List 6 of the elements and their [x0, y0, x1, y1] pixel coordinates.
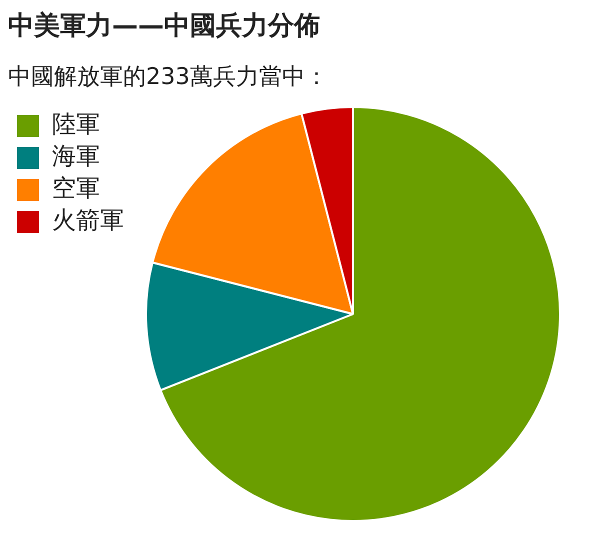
- legend-label: 陸軍: [52, 110, 100, 138]
- legend-label: 火箭軍: [52, 206, 124, 234]
- legend-label: 空軍: [52, 174, 100, 202]
- legend-label: 海軍: [52, 142, 100, 170]
- chart-subtitle: 中國解放軍的233萬兵力當中：: [8, 63, 329, 92]
- chart-title: 中美軍力——中國兵力分佈: [8, 10, 321, 43]
